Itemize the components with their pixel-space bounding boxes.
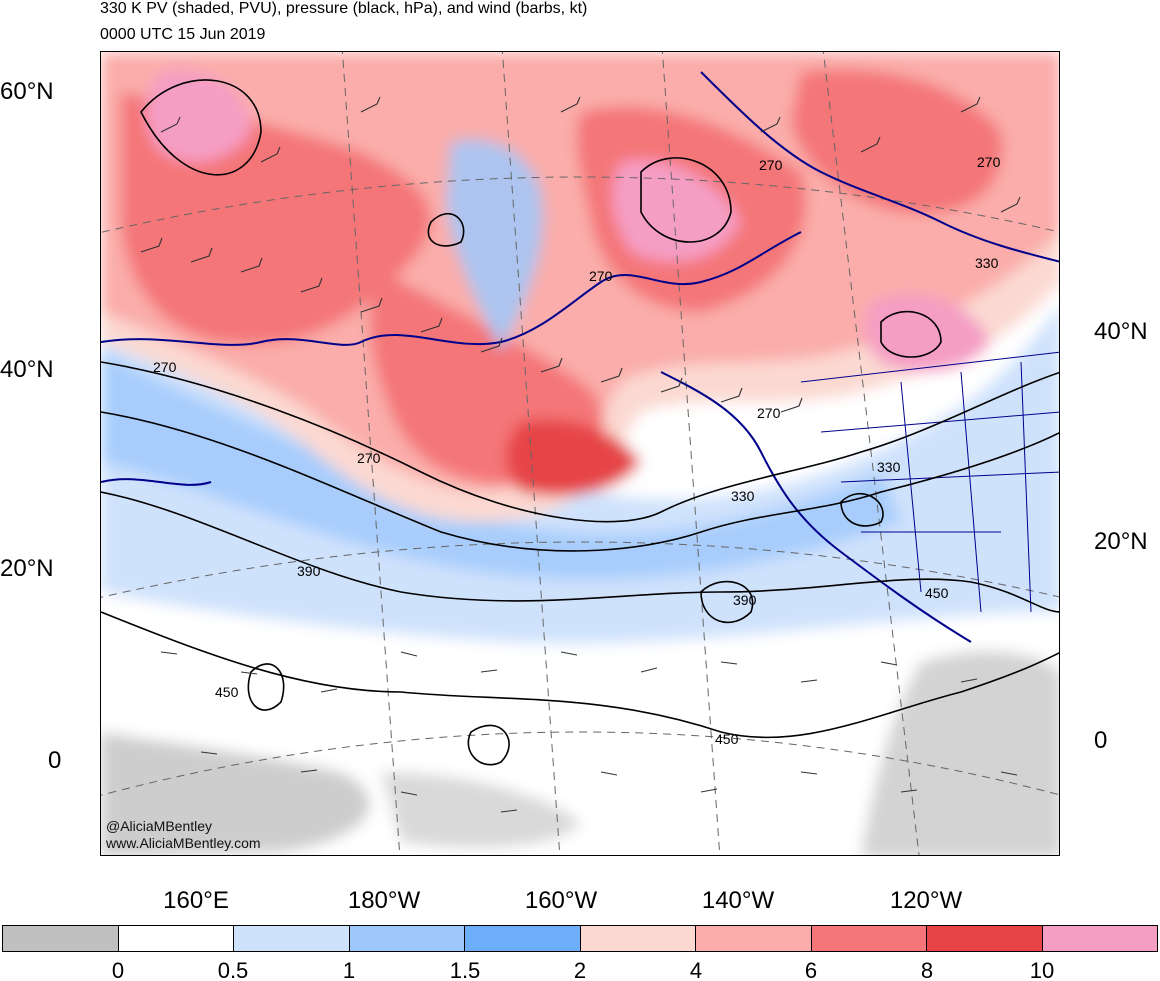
lat-line-0	[101, 731, 1059, 796]
barbs-north	[160, 96, 1021, 213]
contour-labels: 270 270 270 270 270 270 330 330 330 390 …	[153, 154, 1001, 747]
isobar-closed-north	[640, 157, 732, 243]
colorbar-box	[927, 926, 1043, 951]
contour-label: 270	[977, 154, 1001, 170]
coast-arctic	[700, 71, 1059, 263]
lon-line-140w	[661, 52, 721, 855]
isobar-450	[101, 611, 1059, 739]
lon-line-180	[341, 52, 401, 855]
lat-line-20n	[101, 541, 1059, 598]
pv-band-lt0.5-south	[381, 772, 581, 848]
contour-label: 270	[153, 359, 177, 375]
coast-japan	[101, 478, 212, 486]
pv-band-lt0.5-sw	[101, 732, 370, 855]
pv-band-8to10-central	[506, 419, 641, 496]
contour-label: 390	[733, 592, 757, 608]
lon-label: 180°W	[347, 887, 421, 914]
pv-band-gt10-west	[146, 70, 251, 163]
isobar-330	[101, 411, 1059, 552]
lon-label: 160°W	[524, 887, 598, 914]
lat-label-right: 40°N	[1094, 318, 1148, 345]
barbs-tropics	[160, 651, 1018, 813]
map-title: 330 K PV (shaded, PVU), pressure (black,…	[100, 0, 588, 17]
isobar-closed-east	[880, 310, 942, 358]
contour-label: 390	[297, 563, 321, 579]
colorbar-label: 4	[689, 958, 703, 981]
pv-tongue-low	[446, 139, 543, 352]
colorbar-box	[580, 926, 696, 951]
lat-label-left: 0	[48, 747, 62, 774]
contour-label: 270	[759, 157, 783, 173]
pv-map: 270 270 270 270 270 270 330 330 330 390 …	[101, 52, 1059, 855]
graticule	[101, 52, 1059, 855]
lon-line-160w	[501, 52, 561, 855]
colorbar-label: 10	[1029, 958, 1055, 981]
lat-label-right: 20°N	[1094, 528, 1148, 555]
contour-label: 270	[757, 405, 781, 421]
lon-label: 160°E	[163, 887, 229, 914]
colorbar-box	[349, 926, 465, 951]
contour-label: 270	[357, 450, 381, 466]
map-panel: 270 270 270 270 270 270 330 330 330 390 …	[100, 51, 1060, 856]
credit-handle: @AliciaMBentley	[106, 818, 213, 834]
pv-shading	[101, 52, 1059, 855]
wind-barbs	[140, 96, 1021, 813]
colorbar-box	[1042, 926, 1157, 951]
colorbar-label: 6	[804, 958, 818, 981]
contour-label: 270	[589, 268, 613, 284]
coast-aleutians	[101, 231, 802, 346]
lat-line-40n	[101, 176, 1059, 233]
contour-label: 450	[925, 585, 949, 601]
coast-north-america-west	[660, 371, 972, 643]
contour-label: 330	[731, 488, 755, 504]
lat-label-right: 0	[1094, 727, 1108, 754]
pv-band-gt10-north	[612, 160, 741, 262]
contour-label: 450	[215, 684, 239, 700]
colorbar-label: 2	[573, 958, 587, 981]
barbs-jet	[140, 237, 803, 413]
isobar-270	[101, 361, 1059, 523]
colorbar-box	[696, 926, 812, 951]
lon-label: 120°W	[889, 887, 963, 914]
pv-band-6to8-northeast	[791, 69, 1003, 214]
colorbar-label: 1.5	[449, 958, 481, 981]
pv-band-1.5to2	[101, 352, 901, 580]
isobar-closed-coast	[840, 492, 884, 527]
lon-line-120w	[822, 52, 920, 855]
lat-label-left: 20°N	[0, 555, 54, 582]
pv-band-1to1.5	[101, 302, 1059, 644]
colorbar-box	[465, 926, 581, 951]
lat-label-left: 40°N	[0, 356, 54, 383]
isobar-closed-center	[427, 213, 465, 247]
lon-label: 140°W	[701, 887, 775, 914]
colorbar-label: 8	[920, 958, 934, 981]
coastlines	[101, 71, 1059, 643]
colorbar-box	[3, 926, 119, 951]
colorbar-label: 1	[342, 958, 356, 981]
pv-band-lt0.5-se	[861, 651, 1059, 855]
colorbar-label: 0	[111, 958, 125, 981]
isobar-closed-tropics-w	[247, 663, 285, 711]
isobar-closed-tropics-e	[700, 580, 754, 624]
colorbar-box	[234, 926, 350, 951]
colorbar-box	[811, 926, 927, 951]
colorbar-box	[118, 926, 234, 951]
isobar-closed-tropics-c	[467, 724, 510, 766]
isobar-closed-west	[140, 79, 262, 176]
valid-time: 0000 UTC 15 Jun 2019	[100, 26, 266, 43]
lat-label-left: 60°N	[0, 78, 54, 105]
colorbar-label: 0.5	[217, 958, 249, 981]
contour-label: 330	[975, 255, 999, 271]
isobar-390	[101, 491, 1059, 613]
contour-label: 330	[877, 459, 901, 475]
credit-url: www.AliciaMBentley.com	[106, 835, 261, 851]
pv-colorbar	[2, 925, 1158, 952]
pressure-contours	[101, 79, 1059, 766]
contour-label: 450	[715, 731, 739, 747]
